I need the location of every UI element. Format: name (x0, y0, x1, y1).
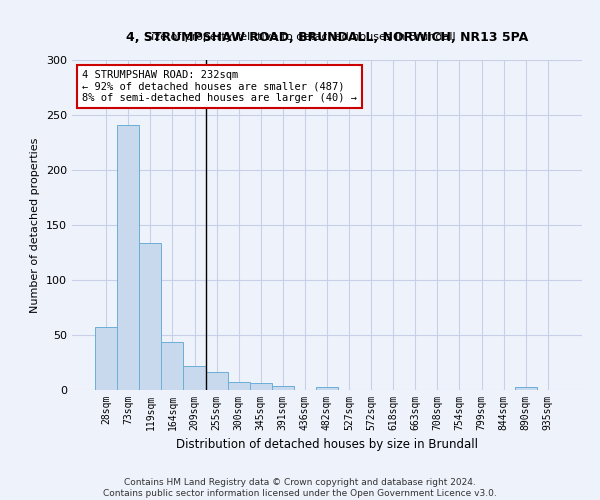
Bar (95, 328, 117, 390)
Bar (272, 386, 294, 390)
Title: 4, STRUMPSHAW ROAD, BRUNDALL, NORWICH, NR13 5PA: 4, STRUMPSHAW ROAD, BRUNDALL, NORWICH, N… (126, 30, 528, 44)
Bar (117, 125, 139, 390)
Bar (515, 386, 537, 390)
Text: Contains HM Land Registry data © Crown copyright and database right 2024.
Contai: Contains HM Land Registry data © Crown c… (103, 478, 497, 498)
Bar (316, 386, 338, 390)
Bar (206, 372, 227, 390)
Bar (139, 242, 161, 390)
Text: 4 STRUMPSHAW ROAD: 232sqm
← 92% of detached houses are smaller (487)
8% of semi-: 4 STRUMPSHAW ROAD: 232sqm ← 92% of detac… (82, 70, 357, 103)
Text: Size of property relative to detached houses in Brundall: Size of property relative to detached ho… (144, 32, 456, 42)
Bar (227, 382, 250, 390)
X-axis label: Distribution of detached houses by size in Brundall: Distribution of detached houses by size … (176, 438, 478, 452)
Y-axis label: Number of detached properties: Number of detached properties (31, 138, 40, 312)
Bar (161, 342, 184, 390)
Bar (184, 366, 206, 390)
Bar (250, 384, 272, 390)
